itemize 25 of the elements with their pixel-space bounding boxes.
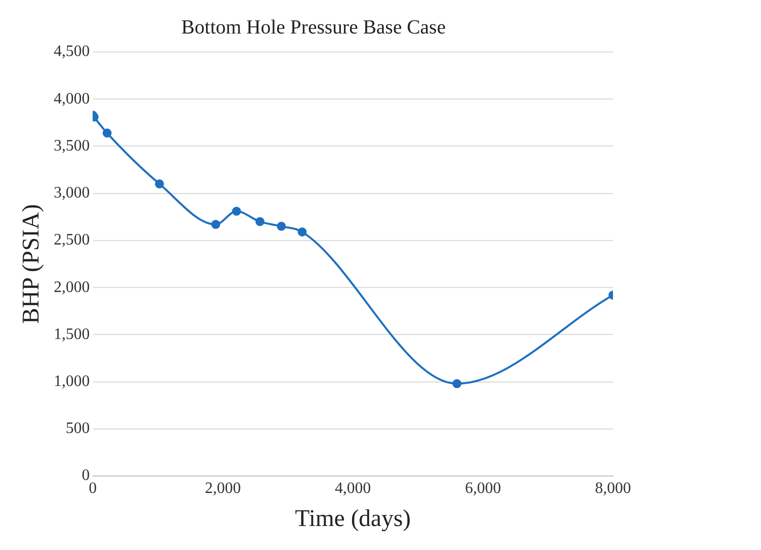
y-tick-label: 2,000 — [54, 278, 90, 296]
y-tick-label: 4,000 — [54, 90, 90, 108]
x-tick-label: 2,000 — [204, 480, 241, 497]
y-axis-title: BHP (PSIA) — [18, 204, 45, 324]
y-tick-label: 1,500 — [54, 326, 90, 343]
x-tick-label: 4,000 — [334, 480, 371, 497]
point — [276, 222, 286, 231]
x-tick-label: 8,000 — [595, 480, 631, 497]
y-tick-label: 1,000 — [54, 372, 90, 390]
chart-title: Bottom Hole Pressure Base Case — [181, 16, 446, 38]
y-tick-label: 2,500 — [54, 232, 90, 249]
point — [211, 220, 220, 229]
point — [232, 206, 242, 216]
y-tick-label: 4,500 — [54, 43, 90, 60]
point — [102, 128, 112, 138]
x-axis-title: Time (days) — [295, 506, 411, 532]
point — [255, 217, 264, 226]
point — [154, 179, 164, 188]
y-tick-label: 500 — [66, 420, 90, 438]
point — [452, 379, 462, 388]
y-tick-label: 0 — [82, 467, 90, 484]
point — [298, 227, 307, 236]
y-tick-label: 3,000 — [54, 184, 90, 202]
y-tick-label: 3,500 — [54, 137, 90, 154]
x-tick-label: 6,000 — [464, 480, 501, 497]
